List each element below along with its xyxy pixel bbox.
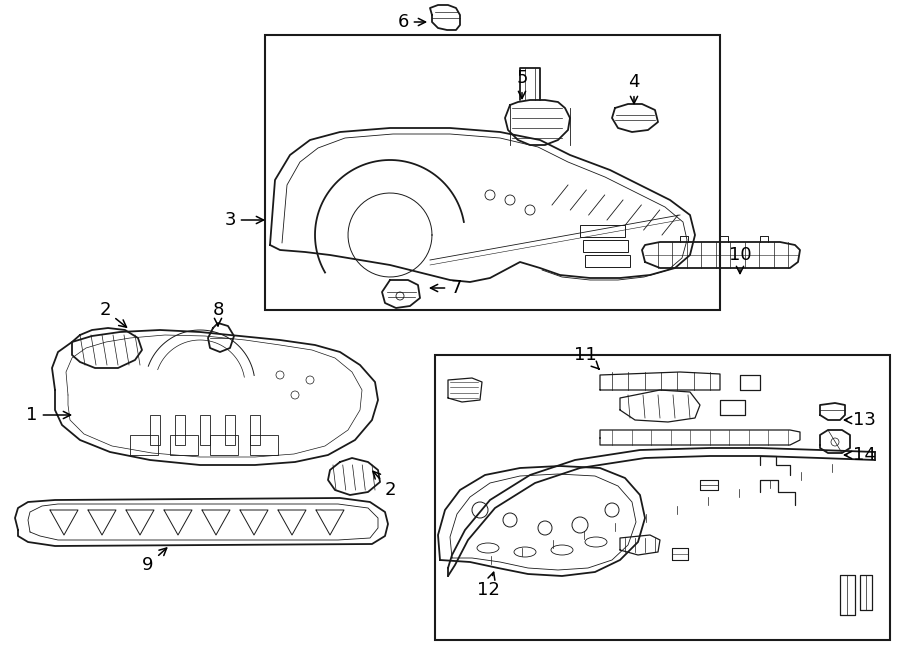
- Bar: [435, 355, 890, 640]
- Bar: [130, 435, 158, 455]
- Bar: [210, 435, 238, 455]
- Text: 9: 9: [142, 548, 166, 574]
- Text: 2: 2: [373, 471, 396, 499]
- Bar: [250, 435, 278, 455]
- Text: 2: 2: [99, 301, 127, 327]
- Text: 12: 12: [477, 572, 500, 599]
- Text: 11: 11: [573, 346, 599, 369]
- Bar: [170, 435, 198, 455]
- Bar: [583, 240, 628, 252]
- Text: 10: 10: [729, 246, 751, 274]
- Bar: [580, 225, 625, 237]
- Text: 8: 8: [212, 301, 224, 326]
- Bar: [200, 415, 210, 445]
- Text: 1: 1: [26, 406, 70, 424]
- Text: 6: 6: [397, 13, 426, 31]
- Text: 14: 14: [844, 446, 876, 464]
- Bar: [175, 415, 185, 445]
- Text: 13: 13: [844, 411, 876, 429]
- Bar: [585, 255, 630, 267]
- Text: 5: 5: [517, 69, 527, 98]
- Text: 7: 7: [430, 279, 462, 297]
- Bar: [225, 415, 235, 445]
- Bar: [250, 415, 260, 445]
- Text: 3: 3: [224, 211, 264, 229]
- Bar: [150, 415, 160, 445]
- Text: 4: 4: [628, 73, 640, 104]
- Bar: [265, 35, 720, 310]
